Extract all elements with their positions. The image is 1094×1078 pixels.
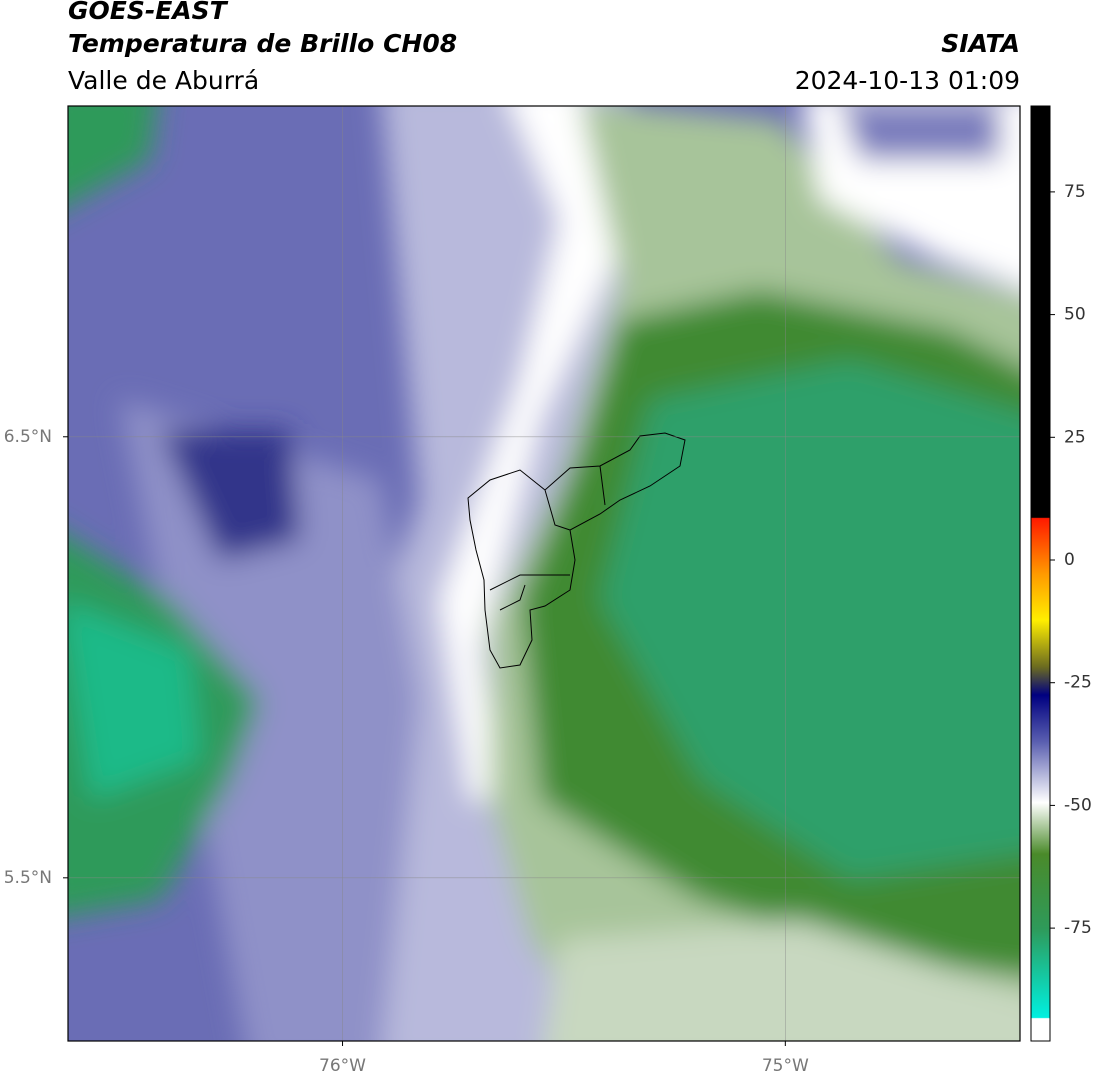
colorbar-tick-label: 0 (1064, 550, 1075, 570)
y-tick-label: 6.5°N (4, 427, 52, 447)
colorbar-tick-label: -75 (1064, 918, 1092, 938)
x-tick-label: 75°W (762, 1056, 809, 1076)
colorbar-tick-label: 75 (1064, 182, 1086, 202)
colorbar (1030, 105, 1051, 1042)
subtitle: Temperatura de Brillo CH08 (68, 29, 457, 58)
map-image (68, 106, 1020, 1041)
colorbar-tick-label: 50 (1064, 305, 1086, 325)
colorbar-tick-label: 25 (1064, 427, 1086, 447)
source: SIATA (941, 29, 1020, 58)
x-tick-label: 76°W (319, 1056, 366, 1076)
title: GOES-EAST (68, 0, 229, 25)
region: Valle de Aburrá (68, 66, 259, 95)
y-tick-label: 5.5°N (4, 868, 52, 888)
colorbar-tick-label: -50 (1064, 795, 1092, 815)
map-frame (67, 105, 1021, 1042)
timestamp: 2024-10-13 01:09 (795, 66, 1020, 95)
colorbar-tick-label: -25 (1064, 673, 1092, 693)
